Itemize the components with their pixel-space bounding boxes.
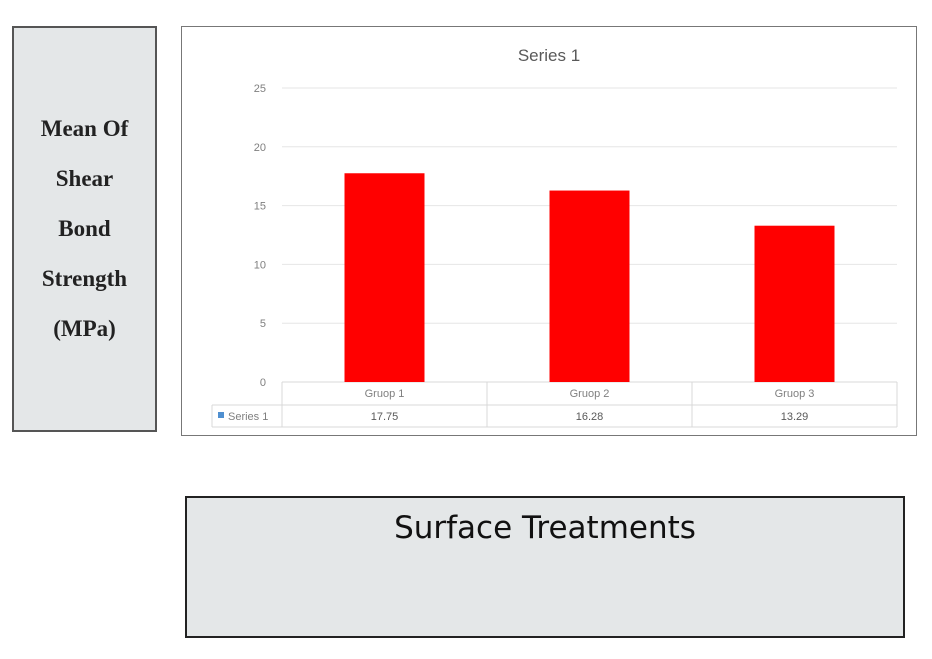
x-tick-label: Gruop 3 (775, 388, 815, 400)
legend-series-label: Series 1 (228, 411, 268, 423)
bar-chart: Series 1 0 5 10 15 20 25 Gruop 1 17.75 Gruop 2 16.… (211, 46, 898, 428)
chart-panel: Series 1 0 5 10 15 20 25 Gruop 1 17.75 Gruop 2 16.… (181, 26, 917, 436)
bar (754, 225, 835, 382)
y-tick-label: 0 (260, 377, 266, 389)
y-tick-label: 25 (254, 83, 266, 95)
y-axis-label-line: Shear (55, 166, 114, 191)
y-tick-label: 20 (254, 142, 266, 154)
x-tick-label: Gruop 2 (570, 388, 610, 400)
data-table-value: 13.29 (781, 411, 809, 423)
legend-key (218, 412, 224, 418)
x-axis-label: Surface Treatments (394, 510, 696, 546)
chart-title: Series 1 (518, 46, 580, 65)
y-axis-label-line: Mean Of (40, 116, 129, 141)
bar (549, 190, 630, 382)
bar (344, 173, 425, 382)
x-axis-label-box: Surface Treatments (185, 496, 905, 638)
y-axis-label-line: Strength (41, 266, 128, 291)
y-axis-label-line: Bond (58, 216, 111, 241)
x-tick-label: Gruop 1 (365, 388, 405, 400)
y-axis-label-box: Mean Of Shear Bond Strength (MPa) (12, 26, 157, 432)
y-tick-label: 5 (260, 318, 266, 330)
y-tick-label: 15 (254, 201, 266, 213)
data-table-value: 17.75 (371, 411, 399, 423)
data-table-value: 16.28 (576, 411, 604, 423)
y-axis-label-line: (MPa) (53, 316, 116, 341)
y-tick-label: 10 (254, 259, 266, 271)
